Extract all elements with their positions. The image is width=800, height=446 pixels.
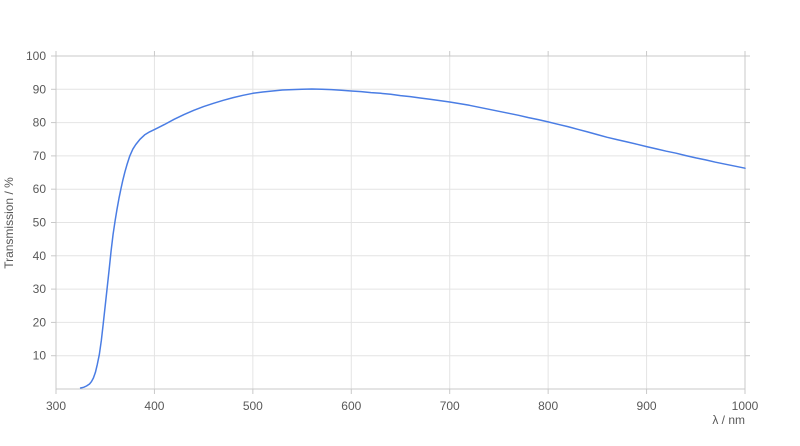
y-tick-label: 90 [33, 82, 47, 96]
transmission-curve [79, 88, 746, 389]
y-tick-label: 70 [33, 149, 47, 163]
x-tick-label: 1000 [732, 399, 759, 413]
x-axis-title: λ / nm [712, 413, 745, 427]
y-tick-label: 30 [33, 282, 47, 296]
x-tick-label: 700 [440, 399, 460, 413]
y-tick-label: 100 [26, 49, 46, 63]
y-tick-label: 10 [33, 349, 47, 363]
x-tick-label: 500 [243, 399, 263, 413]
y-tick-label: 40 [33, 249, 47, 263]
y-axis-title: Transmission / % [2, 177, 16, 269]
y-tick-label: 80 [33, 116, 47, 130]
y-tick-label: 50 [33, 216, 47, 230]
x-tick-label: 600 [341, 399, 361, 413]
x-tick-label: 800 [538, 399, 558, 413]
x-tick-label: 900 [637, 399, 657, 413]
x-tick-label: 300 [46, 399, 66, 413]
y-tick-label: 20 [33, 315, 47, 329]
y-tick-label: 60 [33, 182, 47, 196]
x-tick-label: 400 [144, 399, 164, 413]
